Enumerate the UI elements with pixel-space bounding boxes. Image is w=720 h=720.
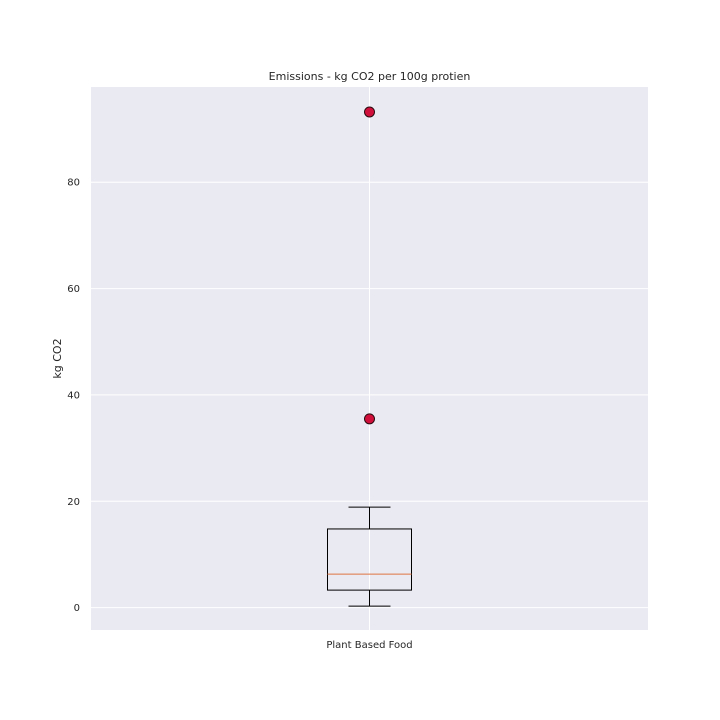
chart-title: Emissions - kg CO2 per 100g protien [269,70,471,83]
x-tick-label: Plant Based Food [326,640,412,651]
y-tick-label: 80 [67,178,80,189]
y-tick-label: 20 [67,497,80,508]
y-axis-label: kg CO2 [51,338,64,378]
y-tick-label: 40 [67,390,80,401]
iqr-box [327,528,412,591]
outlier-point [364,413,375,425]
y-tick-label: 0 [74,603,80,614]
y-tick-label: 60 [67,284,80,295]
outlier-point [364,106,375,118]
boxes-layer [327,106,412,607]
y-tick-labels: 0 20 40 60 80 [67,178,80,614]
grid-lines [91,87,648,630]
x-tick-labels: Plant Based Food [326,640,412,651]
